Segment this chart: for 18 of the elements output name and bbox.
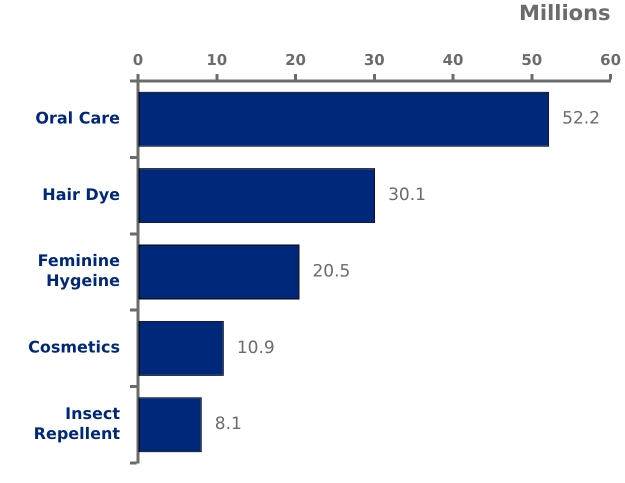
y-tick-label: Insect Repellent [34,404,120,443]
x-tick-label: 60 [600,50,621,69]
y-tick-label: Feminine Hygeine [38,251,120,290]
x-tick-label: 50 [521,50,542,69]
x-tick-label: 10 [206,50,228,69]
x-tick-label: 20 [285,50,306,69]
x-axis-title: Millions [518,1,611,26]
data-label: 52.2 [562,108,600,129]
data-label: 10.9 [236,338,275,358]
x-tick-label: 0 [132,50,144,69]
x-tick-label: 40 [442,50,464,69]
data-label: 20.5 [312,261,350,282]
y-tick-label: Cosmetics [28,338,120,357]
x-tick-label: 30 [364,50,385,69]
y-tick-label: Oral Care [35,108,120,128]
y-tick-label: Hair Dye [42,184,120,204]
data-label: 8.1 [214,414,242,434]
data-label: 30.1 [388,185,426,206]
